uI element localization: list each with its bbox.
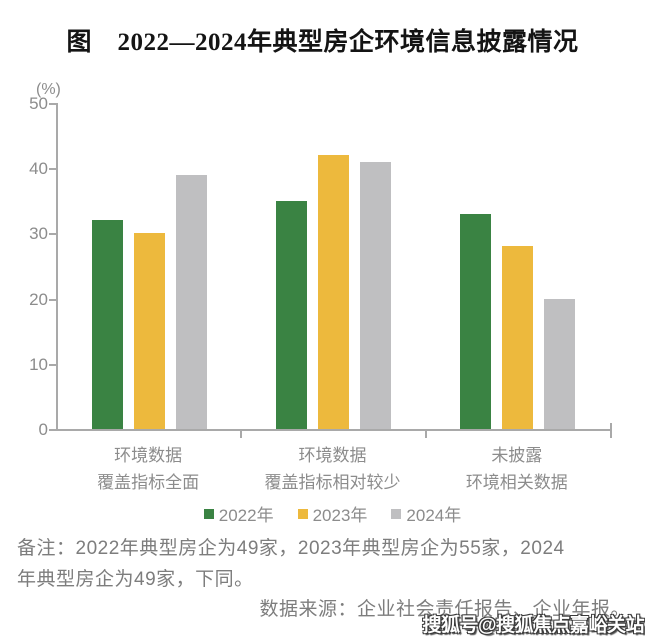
y-tick-label-30: 30 <box>29 224 48 244</box>
y-tick-label-10: 10 <box>29 354 48 374</box>
chart-title: 图 2022—2024年典型房企环境信息披露情况 <box>66 29 579 56</box>
legend-swatch-2024年 <box>391 508 402 519</box>
category-label-3-line-2: 环境相关数据 <box>465 473 568 492</box>
y-axis-line <box>56 103 58 431</box>
y-tick-mark-40 <box>49 168 56 171</box>
y-tick-mark-10 <box>49 363 56 366</box>
y-tick-label-40: 40 <box>29 159 48 179</box>
bar-group-3 <box>426 104 610 429</box>
category-label-3-line-1: 未披露 <box>491 446 543 465</box>
bar-2024年-group2 <box>359 161 391 429</box>
watermark-text: 搜狐号@搜狐焦点嘉峪关站 <box>422 615 644 636</box>
category-label-2-line-2: 覆盖指标相对较少 <box>264 473 401 492</box>
legend-item-2024年: 2024年 <box>391 501 461 526</box>
bar-2023年-group2 <box>317 155 349 429</box>
bar-group-2 <box>241 104 425 429</box>
bar-2023年-group1 <box>133 233 165 429</box>
category-label-1-line-1: 环境数据 <box>114 446 183 465</box>
bar-2024年-group1 <box>175 174 207 429</box>
y-tick-mark-30 <box>49 233 56 236</box>
note-line-1: 备注：2022年典型房企为49家，2023年典型房企为55家，2024 <box>17 538 565 559</box>
y-tick-mark-20 <box>49 298 56 301</box>
legend-label-2022年: 2022年 <box>218 506 274 525</box>
plot-area <box>57 104 610 429</box>
note-line-2: 年典型房企为49家，下同。 <box>17 569 254 590</box>
y-axis-unit-label: (%) <box>36 81 61 98</box>
x-tick-mark-1 <box>240 430 242 438</box>
category-label-1: 环境数据覆盖指标全面 <box>56 442 240 496</box>
x-tick-mark-3 <box>610 423 612 438</box>
legend: 2022年 2023年 2024年 <box>56 501 609 526</box>
category-labels: 环境数据 覆盖指标全面 环境数据 覆盖指标相对较少 未披露 环境相关数据 <box>56 442 609 496</box>
bar-2022年-group3 <box>460 213 492 429</box>
bar-group-1 <box>57 104 241 429</box>
x-tick-mark-2 <box>425 430 427 438</box>
bar-2022年-group1 <box>91 220 123 429</box>
y-tick-label-50: 50 <box>29 94 48 113</box>
bar-2022年-group2 <box>275 200 307 429</box>
legend-swatch-2022年 <box>203 508 214 519</box>
category-label-3: 未披露 环境相关数据 <box>425 442 609 496</box>
bar-2023年-group3 <box>502 246 534 429</box>
y-tick-label-0: 0 <box>38 420 48 439</box>
x-axis-line <box>56 429 611 431</box>
legend-label-2024年: 2024年 <box>406 506 462 525</box>
legend-item-2023年: 2023年 <box>297 501 368 526</box>
legend-swatch-2023年 <box>297 508 308 519</box>
y-tick-label-20: 20 <box>29 289 48 309</box>
note-text: 备注：2022年典型房企为49家，2023年典型房企为55家，2024 年典型房… <box>17 533 632 595</box>
category-label-2-line-1: 环境数据 <box>298 446 367 465</box>
legend-label-2023年: 2023年 <box>312 506 368 525</box>
category-label-1-line-2: 覆盖指标全面 <box>97 473 200 492</box>
data-source-text: 数据来源：企业社会责任报告、企业年报。 <box>259 599 630 620</box>
legend-item-2022年: 2022年 <box>203 501 274 526</box>
category-label-2: 环境数据覆盖指标相对较少 <box>240 442 424 496</box>
y-tick-mark-50 <box>49 103 56 105</box>
y-tick-mark-0 <box>49 429 56 431</box>
bar-2024年-group3 <box>544 298 576 429</box>
